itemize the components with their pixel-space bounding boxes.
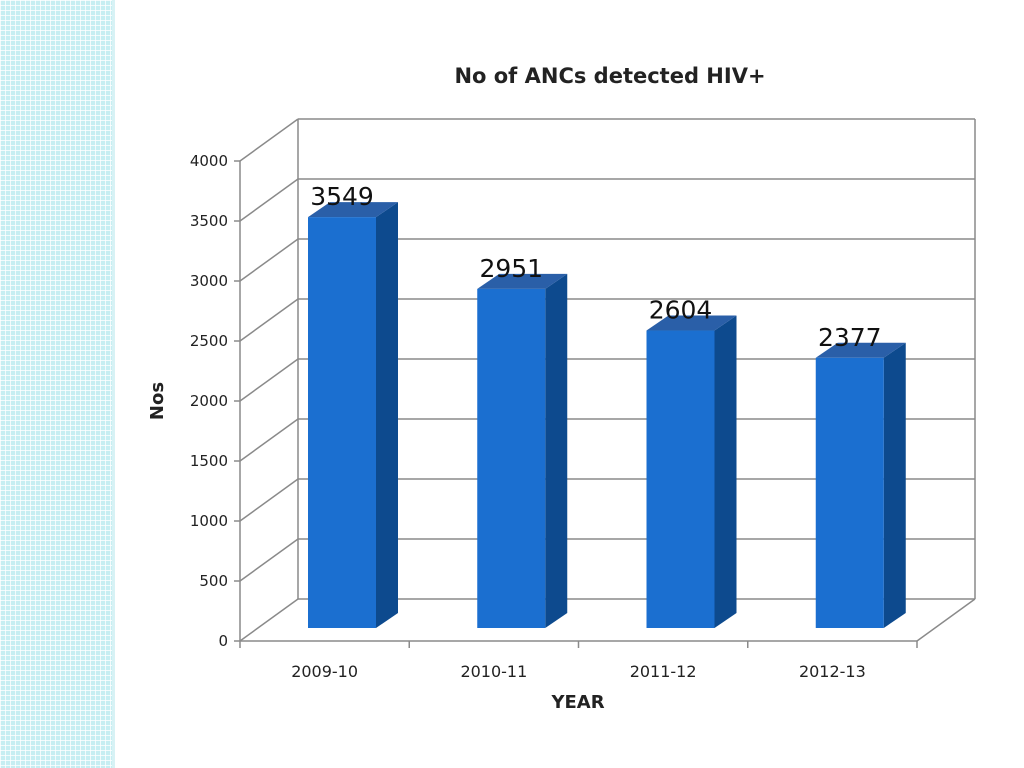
bar-top bbox=[308, 202, 398, 218]
y-tick-label: 3000 bbox=[190, 272, 228, 290]
bar-front bbox=[815, 357, 884, 628]
y-tick-label: 1000 bbox=[190, 512, 228, 530]
data-label: 2377 bbox=[818, 323, 882, 352]
y-tick-label: 2000 bbox=[190, 392, 228, 410]
bar bbox=[815, 342, 906, 628]
bar-front bbox=[646, 330, 715, 628]
bar bbox=[646, 315, 737, 628]
y-tick-label: 1500 bbox=[190, 452, 228, 470]
y-tick-label: 0 bbox=[218, 632, 228, 650]
decorative-side-strip bbox=[0, 0, 115, 768]
x-axis-ticks: 2009-10 2010-11 2011-12 2012-13 bbox=[239, 641, 918, 681]
gridline-diagonal bbox=[239, 178, 299, 222]
y-axis-title: Nos bbox=[147, 382, 168, 420]
gridline-diagonal bbox=[239, 118, 299, 162]
y-tick-label: 2500 bbox=[190, 332, 228, 350]
bar-side bbox=[883, 342, 906, 628]
bar-front bbox=[308, 217, 376, 628]
y-axis-ticks: 0 500 1000 1500 2000 2500 3000 3500 4000 bbox=[190, 152, 241, 650]
y-tick-label: 3500 bbox=[190, 212, 228, 230]
gridline-diagonal bbox=[239, 478, 299, 522]
gridline-diagonal bbox=[239, 238, 299, 282]
bar bbox=[308, 202, 398, 628]
data-label: 3549 bbox=[310, 182, 374, 211]
bar-side bbox=[376, 202, 398, 628]
bar-front bbox=[477, 288, 546, 628]
bar-side bbox=[545, 273, 568, 628]
x-tick-label: 2010-11 bbox=[460, 662, 527, 681]
y-tick-label: 500 bbox=[199, 572, 228, 590]
gridline-diagonal bbox=[239, 598, 299, 642]
data-label: 2604 bbox=[649, 296, 713, 325]
gridline-diagonal bbox=[239, 538, 299, 582]
chart-bars: 3549 2951 2604 2377 bbox=[308, 182, 906, 628]
x-axis-title: YEAR bbox=[550, 692, 604, 713]
gridline-diagonal bbox=[239, 358, 299, 402]
data-label: 2951 bbox=[479, 254, 543, 283]
x-tick-label: 2009-10 bbox=[291, 662, 358, 681]
bar-top bbox=[646, 315, 737, 331]
bar-top bbox=[815, 342, 906, 358]
bar-side bbox=[714, 315, 737, 628]
bar bbox=[477, 273, 568, 628]
gridline-diagonal bbox=[239, 298, 299, 342]
x-tick-label: 2012-13 bbox=[799, 662, 866, 681]
y-tick-label: 4000 bbox=[190, 152, 228, 170]
floor-right-edge bbox=[916, 598, 976, 642]
bar-top bbox=[477, 273, 568, 289]
gridline-diagonal bbox=[239, 418, 299, 462]
chart-title: No of ANCs detected HIV+ bbox=[454, 64, 766, 88]
x-tick-label: 2011-12 bbox=[630, 662, 697, 681]
